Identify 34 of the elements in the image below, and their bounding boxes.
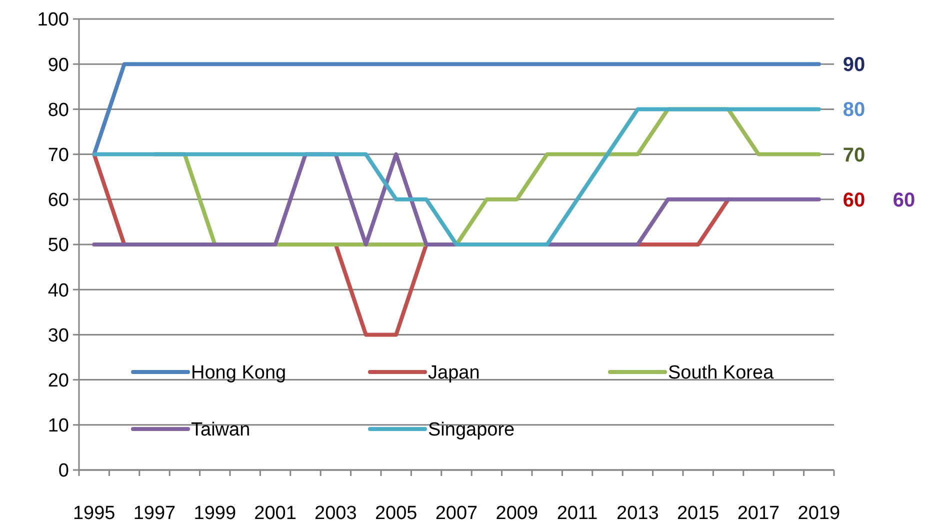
legend-label: Taiwan	[191, 420, 250, 441]
x-tick-label: 2017	[737, 503, 780, 523]
x-tick-label: 2019	[798, 503, 840, 523]
text: 60	[892, 189, 916, 212]
x-tick-label: 2015	[676, 503, 720, 523]
y-tick-label: 50	[48, 235, 69, 256]
x-tick-label: 1997	[133, 503, 176, 523]
legend-label: Hong Kong	[191, 362, 286, 384]
y-tick-label: 80	[48, 100, 69, 121]
y-tick-label: 10	[48, 416, 69, 437]
x-tick-label: 1995	[72, 503, 116, 523]
legend-label: Singapore	[428, 420, 515, 441]
y-tick-label: 60	[48, 190, 69, 212]
y-tick-label: 30	[48, 325, 69, 346]
y-tick-label: 70	[48, 144, 69, 166]
x-tick-label: 2007	[435, 503, 478, 523]
legend-label: South Korea	[668, 362, 774, 384]
x-tick-label: 2001	[254, 503, 296, 523]
y-tick-label: 40	[48, 280, 69, 302]
legend-label: Japan	[428, 362, 480, 384]
annotation: 80	[842, 99, 866, 122]
annotation: 70	[842, 144, 866, 166]
y-tick-label: 100	[37, 10, 69, 31]
x-tick-label: 2011	[556, 503, 598, 523]
x-tick-label: 2013	[616, 503, 659, 523]
x-tick-label: 2009	[496, 503, 538, 523]
y-tick-label: 90	[48, 54, 69, 76]
y-tick-label: 20	[48, 370, 69, 392]
annotation: 90	[842, 54, 866, 76]
x-tick-label: 2003	[314, 503, 357, 523]
y-tick-label: 0	[58, 460, 69, 482]
x-tick-label: 2005	[374, 503, 418, 523]
annotation: 60	[842, 189, 866, 212]
x-tick-label: 1999	[194, 503, 236, 523]
